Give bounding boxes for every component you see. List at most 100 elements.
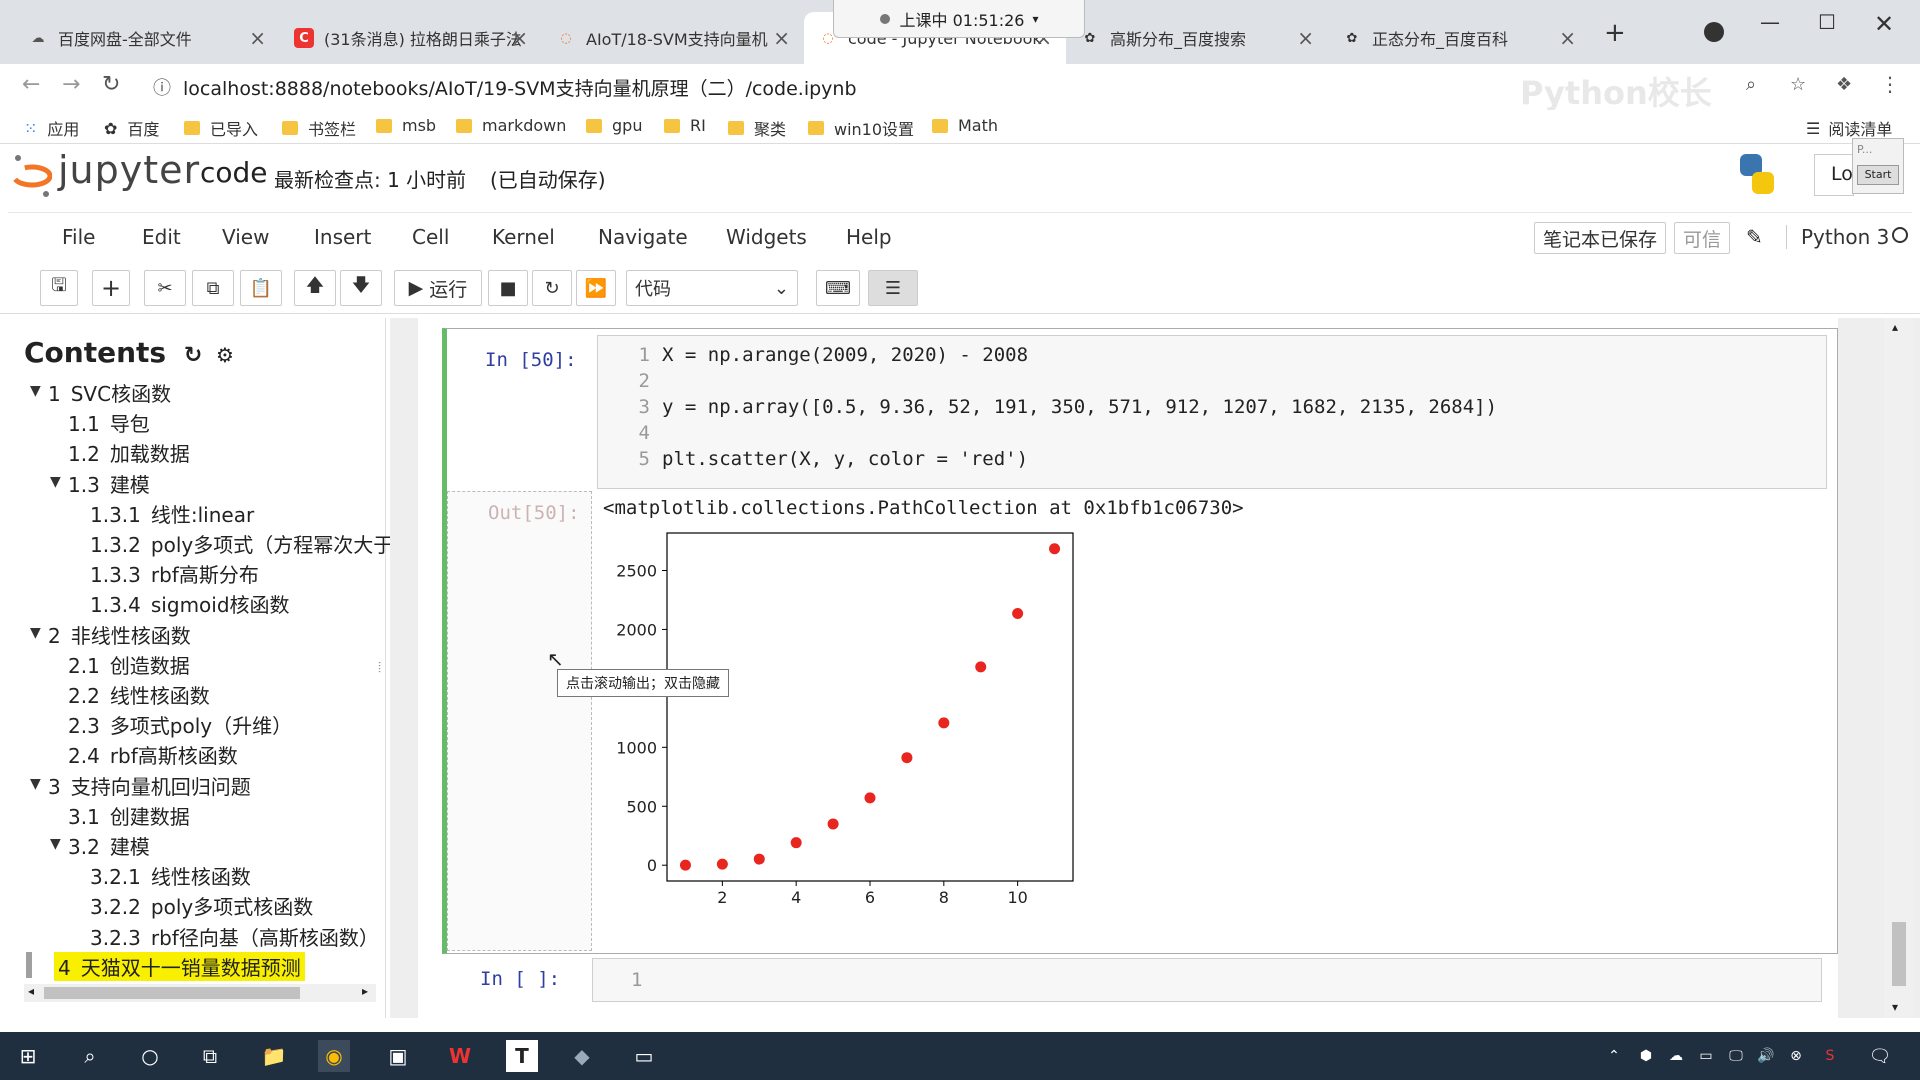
- toc-item[interactable]: 2 非线性核函数: [48, 620, 191, 649]
- menu-view[interactable]: View: [222, 225, 269, 249]
- tray-icon[interactable]: ⬢: [1630, 1040, 1662, 1072]
- bookmark-gpu[interactable]: gpu: [586, 116, 642, 135]
- toc-item[interactable]: 1 SVC核函数: [48, 378, 171, 407]
- chrome-icon[interactable]: ◉: [318, 1040, 350, 1072]
- restart-button[interactable]: ↻: [532, 270, 572, 306]
- command-palette-button[interactable]: ⌨: [816, 270, 860, 306]
- menu-cell[interactable]: Cell: [412, 225, 449, 249]
- trusted-badge[interactable]: 可信: [1674, 222, 1730, 254]
- reading-list[interactable]: ☰ 阅读清单: [1806, 116, 1892, 140]
- resize-handle-icon[interactable]: ⦙: [378, 660, 381, 676]
- scrollbar-thumb[interactable]: [44, 987, 300, 999]
- paste-button[interactable]: 📋: [240, 270, 282, 306]
- toc-item[interactable]: 1.3.2 poly多项式（方程幂次大于: [90, 529, 393, 558]
- interrupt-button[interactable]: ■: [488, 270, 528, 306]
- save-button[interactable]: 🖫: [40, 270, 78, 306]
- tab-baidu-pan[interactable]: ☁ 百度网盘-全部文件 ×: [14, 12, 280, 64]
- expand-arrow-icon[interactable]: ▼: [50, 474, 61, 490]
- notebook-name[interactable]: code: [200, 156, 268, 189]
- horizontal-scrollbar[interactable]: ◂ ▸: [24, 984, 376, 1002]
- toc-item[interactable]: 1.1 导包: [68, 408, 150, 437]
- minimize-button[interactable]: —: [1760, 10, 1780, 34]
- toc-item[interactable]: 1.3.1 线性:linear: [90, 499, 254, 528]
- toc-item[interactable]: 3 支持向量机回归问题: [48, 771, 251, 800]
- cell-type-select[interactable]: 代码 ⌄: [626, 270, 798, 306]
- maximize-button[interactable]: ☐: [1818, 10, 1836, 34]
- empty-code-cell[interactable]: In [ ]: 1: [442, 956, 1838, 1006]
- bookmark-msb[interactable]: msb: [376, 116, 436, 135]
- menu-edit[interactable]: Edit: [142, 225, 181, 249]
- menu-kernel[interactable]: Kernel: [492, 225, 555, 249]
- close-icon[interactable]: ×: [511, 26, 528, 50]
- star-icon[interactable]: ☆: [1790, 74, 1806, 95]
- toc-item[interactable]: 3.2.3 rbf径向基（高斯核函数）: [90, 922, 379, 951]
- toc-item[interactable]: 3.1 创建数据: [68, 801, 190, 830]
- task-view-icon[interactable]: ⧉: [194, 1040, 226, 1072]
- close-window-button[interactable]: ✕: [1874, 10, 1894, 38]
- search-icon[interactable]: ⌕: [74, 1040, 106, 1072]
- recording-indicator[interactable]: 上课中 01:51:26 ▾: [833, 0, 1085, 38]
- scrollbar-thumb[interactable]: [1892, 922, 1906, 986]
- tray-close-icon[interactable]: ⊗: [1780, 1040, 1812, 1072]
- bookmark-cluster[interactable]: 聚类: [728, 116, 786, 140]
- back-icon[interactable]: ←: [22, 72, 40, 97]
- close-icon[interactable]: ×: [1559, 26, 1576, 50]
- toc-toggle-button[interactable]: ☰: [868, 270, 918, 306]
- notification-icon[interactable]: 🗨: [1864, 1040, 1896, 1072]
- wps-icon[interactable]: W: [444, 1040, 476, 1072]
- run-button[interactable]: ▶ 运行: [394, 270, 482, 306]
- app-icon[interactable]: ▣: [382, 1040, 414, 1072]
- menu-file[interactable]: File: [62, 225, 95, 249]
- new-tab-button[interactable]: +: [1604, 18, 1626, 48]
- cut-button[interactable]: ✂: [144, 270, 186, 306]
- bookmark-apps[interactable]: ⁙ 应用: [24, 116, 79, 140]
- expand-arrow-icon[interactable]: ▼: [30, 383, 41, 399]
- tray-app-icon[interactable]: S: [1814, 1040, 1846, 1072]
- cloud-icon[interactable]: ☁: [1660, 1040, 1692, 1072]
- expand-arrow-icon[interactable]: ▼: [50, 836, 61, 852]
- toc-item[interactable]: 1.3 建模: [68, 469, 150, 498]
- battery-icon[interactable]: ▭: [1690, 1040, 1722, 1072]
- start-button[interactable]: Start: [1857, 165, 1899, 185]
- start-widget[interactable]: P... Start: [1852, 138, 1904, 194]
- close-icon[interactable]: ×: [249, 26, 266, 50]
- extension-icon[interactable]: ❖: [1836, 74, 1852, 95]
- tray-chevron-up-icon[interactable]: ⌃: [1598, 1040, 1630, 1072]
- tab-csdn[interactable]: C (31条消息) 拉格朗日乘子法 ×: [280, 12, 542, 64]
- toc-item[interactable]: 4 天猫双十一销量数据预测: [54, 952, 305, 981]
- menu-help[interactable]: Help: [846, 225, 892, 249]
- url-field[interactable]: ⓘ localhost:8888/notebooks/AIoT/19-SVM支持…: [143, 70, 1703, 104]
- expand-arrow-icon[interactable]: ▼: [30, 625, 41, 641]
- scroll-left-icon[interactable]: ◂: [28, 984, 34, 998]
- windows-start-icon[interactable]: ⊞: [12, 1040, 44, 1072]
- profile-icon[interactable]: [1704, 22, 1724, 42]
- reload-icon[interactable]: ↻: [102, 72, 120, 97]
- menu-navigate[interactable]: Navigate: [598, 225, 688, 249]
- insert-cell-button[interactable]: +: [92, 270, 130, 306]
- toc-item[interactable]: 2.4 rbf高斯核函数: [68, 740, 238, 769]
- tab-aiot-18[interactable]: ◌ AIoT/18-SVM支持向量机 ×: [542, 12, 804, 64]
- bookmark-ri[interactable]: RI: [664, 116, 706, 135]
- close-icon[interactable]: ×: [1297, 26, 1314, 50]
- search-icon[interactable]: ⌕: [1746, 74, 1756, 95]
- output-prompt-area[interactable]: Out[50]:: [447, 491, 592, 951]
- edit-pencil-icon[interactable]: ✎: [1746, 225, 1763, 249]
- toc-item[interactable]: 1.3.3 rbf高斯分布: [90, 559, 259, 588]
- jupyter-logo-icon[interactable]: [12, 152, 52, 200]
- expand-arrow-icon[interactable]: ▼: [30, 776, 41, 792]
- scroll-right-icon[interactable]: ▸: [362, 984, 368, 998]
- copy-button[interactable]: ⧉: [192, 270, 234, 306]
- typora-icon[interactable]: T: [506, 1040, 538, 1072]
- file-explorer-icon[interactable]: 📁: [258, 1040, 290, 1072]
- logout-button[interactable]: Lo: [1814, 154, 1854, 196]
- toc-item[interactable]: 2.1 创造数据: [68, 650, 190, 679]
- toc-item[interactable]: 1.2 加载数据: [68, 438, 190, 467]
- jupyter-wordmark[interactable]: jupyter: [58, 148, 200, 192]
- code-editor[interactable]: 1: [592, 958, 1822, 1002]
- menu-widgets[interactable]: Widgets: [726, 225, 807, 249]
- restart-run-all-button[interactable]: ⏩: [576, 270, 616, 306]
- toc-item[interactable]: 3.2.2 poly多项式核函数: [90, 891, 313, 920]
- toc-item[interactable]: 2.2 线性核函数: [68, 680, 210, 709]
- move-up-button[interactable]: 🡅: [294, 270, 336, 306]
- move-down-button[interactable]: 🡇: [340, 270, 382, 306]
